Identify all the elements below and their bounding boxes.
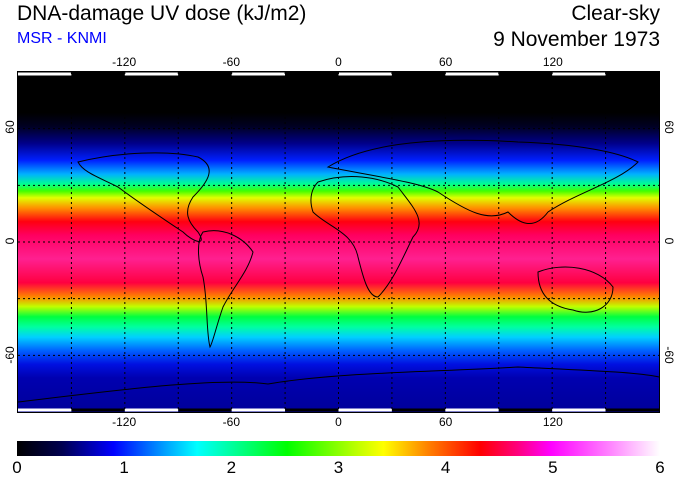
lat-tick-label: 60 bbox=[662, 120, 676, 134]
lon-tick-label: 0 bbox=[335, 415, 342, 429]
lon-tick-label: 0 bbox=[335, 55, 342, 69]
lat-tick-label: -60 bbox=[3, 346, 17, 364]
lat-tick-label: 60 bbox=[3, 120, 17, 134]
colorbar-label: 4 bbox=[440, 458, 451, 477]
australia-coast bbox=[537, 266, 614, 313]
uv-dose-map bbox=[17, 71, 660, 413]
lat-tick-label: 0 bbox=[662, 237, 676, 245]
lat-tick-label: 0 bbox=[3, 237, 17, 245]
colorbar-label: 0 bbox=[12, 458, 22, 477]
colorbar-label: 3 bbox=[333, 458, 344, 477]
eurasia-coast bbox=[326, 139, 639, 224]
colorbar-label: 6 bbox=[655, 458, 665, 477]
graticule bbox=[18, 72, 659, 412]
lon-tick-label: -60 bbox=[222, 55, 240, 69]
lon-tick-label: -120 bbox=[112, 415, 137, 429]
north-america-coast bbox=[77, 152, 210, 242]
lon-tick-label: 120 bbox=[542, 415, 563, 429]
colorbar-label: 5 bbox=[548, 458, 558, 477]
colorbar-label: 2 bbox=[226, 458, 237, 477]
lon-tick-label: 60 bbox=[438, 55, 453, 69]
source-label: MSR - KNMI bbox=[17, 30, 107, 47]
lon-tick-label: -60 bbox=[222, 415, 240, 429]
antarctica-coast bbox=[18, 366, 659, 403]
lon-tick-label: -120 bbox=[112, 55, 137, 69]
colorbar bbox=[17, 441, 660, 456]
axis-frame-bars bbox=[18, 72, 659, 412]
condition-label: Clear-sky bbox=[571, 2, 660, 25]
map-overlay bbox=[18, 72, 659, 412]
lon-tick-label: 120 bbox=[542, 55, 563, 69]
coastlines bbox=[18, 139, 659, 403]
colorbar-label: 1 bbox=[119, 458, 129, 477]
date-label: 9 November 1973 bbox=[493, 28, 660, 51]
lon-tick-label: 60 bbox=[438, 415, 453, 429]
south-america-coast bbox=[198, 230, 254, 349]
africa-coast bbox=[310, 176, 420, 298]
lat-tick-label: -60 bbox=[662, 346, 676, 364]
figure-title: DNA-damage UV dose (kJ/m2) bbox=[17, 2, 307, 25]
